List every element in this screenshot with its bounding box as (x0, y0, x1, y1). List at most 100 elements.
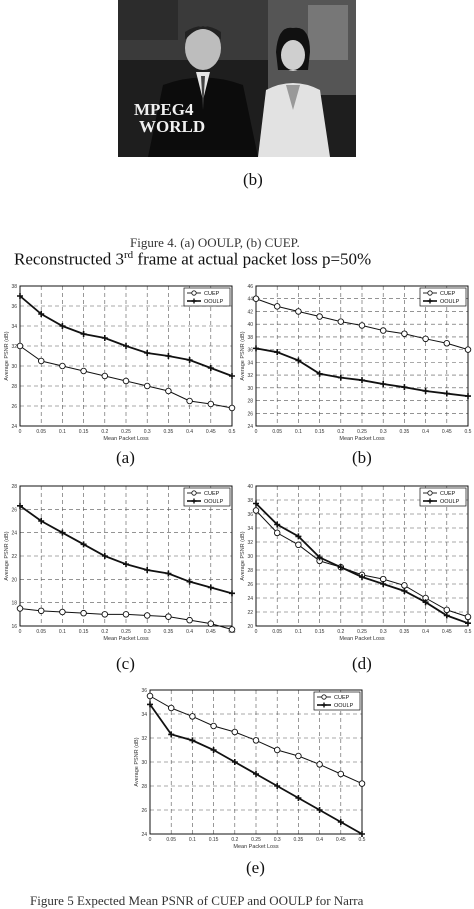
x-tick-label: 0.35 (294, 837, 304, 843)
chart-c-sublabel: (c) (116, 654, 135, 673)
heading-sup: rd (124, 249, 134, 261)
data-point-ooulp (38, 311, 45, 317)
legend-label: OOULP (440, 299, 460, 305)
x-tick-label: 0.3 (274, 837, 281, 843)
data-point-cuep (16, 342, 24, 350)
data-point-ooulp (274, 783, 281, 789)
x-tick-label: 0.05 (166, 837, 176, 843)
x-tick-label: 0.2 (101, 429, 108, 435)
fig5-caption: Figure 5 Expected Mean PSNR of CUEP and … (30, 893, 364, 908)
data-point-cuep (422, 335, 429, 343)
x-tick-label: 0.5 (465, 429, 472, 435)
y-tick-label: 24 (141, 832, 147, 838)
x-axis-label: Mean Packet Loss (233, 844, 278, 850)
data-point-ooulp (295, 795, 302, 801)
x-tick-label: 0.45 (336, 837, 346, 843)
data-point-ooulp (465, 620, 471, 627)
data-point-ooulp (274, 521, 281, 528)
data-point-ooulp (168, 731, 175, 738)
y-tick-label: 24 (247, 424, 253, 430)
data-point-ooulp (231, 759, 238, 765)
data-point-cuep (80, 367, 87, 375)
y-tick-label: 32 (247, 373, 253, 379)
legend-marker-circle (191, 490, 197, 496)
y-axis-label: Average PSNR (dB) (4, 331, 10, 380)
y-tick-label: 26 (11, 507, 17, 513)
chart-b-sublabel: (b) (352, 448, 372, 467)
y-tick-label: 36 (141, 688, 147, 694)
data-point-cuep (443, 340, 451, 347)
y-tick-label: 34 (247, 360, 253, 366)
data-point-ooulp (123, 561, 129, 568)
y-tick-label: 22 (11, 554, 17, 560)
y-tick-label: 44 (247, 297, 253, 303)
x-tick-label: 0.3 (380, 429, 387, 435)
data-point-ooulp (316, 554, 323, 561)
legend-marker-circle (427, 490, 433, 496)
y-axis-label: Average PSNR (dB) (240, 331, 246, 380)
data-point-ooulp (337, 564, 344, 571)
data-point-ooulp (147, 701, 153, 708)
data-point-ooulp (443, 390, 450, 397)
data-point-ooulp (207, 365, 214, 371)
legend-marker-circle (191, 290, 197, 296)
x-tick-label: 0.2 (101, 629, 108, 635)
x-tick-label: 0.25 (121, 429, 131, 435)
data-point-cuep (464, 613, 472, 621)
x-tick-label: 0.45 (442, 429, 452, 435)
x-tick-label: 0.05 (272, 429, 282, 435)
data-point-ooulp (295, 357, 302, 364)
y-tick-label: 38 (247, 335, 253, 341)
x-tick-label: 0.2 (337, 629, 344, 635)
x-tick-label: 0.1 (189, 837, 196, 843)
data-point-cuep (273, 303, 281, 310)
y-tick-label: 40 (247, 322, 253, 328)
chart-b: 24 26 28 30 32 34 36 38 40 42 44 46 0 0.05 0.1 0.15 0.2 0… (236, 280, 474, 445)
data-point-ooulp (337, 819, 344, 825)
data-point-cuep (316, 313, 323, 320)
y-tick-label: 34 (141, 712, 147, 718)
x-tick-label: 0 (149, 837, 152, 843)
y-tick-label: 28 (11, 484, 17, 490)
data-point-cuep (464, 346, 472, 353)
y-tick-label: 32 (11, 344, 17, 350)
data-point-cuep (186, 397, 193, 405)
y-tick-label: 16 (11, 624, 17, 630)
x-tick-label: 0 (19, 629, 22, 635)
chart-e: 24 26 28 30 32 34 36 0 0.05 0.1 0.15 0.2 0.25 0.3 0.35… (130, 686, 370, 858)
legend-marker-plus (321, 702, 327, 708)
fig4-caption: Figure 4. (a) OOULP, (b) CUEP. (130, 235, 300, 250)
y-tick-label: 28 (11, 384, 17, 390)
data-point-ooulp (401, 588, 408, 594)
data-point-ooulp (253, 345, 259, 352)
heading-post: frame at actual packet loss p=50% (133, 249, 372, 269)
overlay-world: WORLD (139, 117, 206, 136)
data-point-ooulp (380, 581, 387, 587)
data-point-ooulp (274, 349, 281, 356)
x-tick-label: 0.4 (422, 629, 429, 635)
data-point-cuep (401, 330, 408, 337)
legend-label: CUEP (440, 491, 456, 497)
x-tick-label: 0.4 (186, 429, 193, 435)
data-point-cuep (143, 382, 151, 390)
data-point-ooulp (359, 831, 365, 837)
y-tick-label: 42 (247, 309, 253, 315)
y-tick-label: 24 (11, 531, 17, 537)
y-tick-label: 36 (247, 512, 253, 518)
chart-b-svg: 24 26 28 30 32 34 36 38 40 42 44 46 0 0.05 0.1 0.15 0.2 0… (240, 284, 472, 442)
data-point-cuep (210, 722, 217, 730)
data-point-ooulp (80, 541, 87, 548)
data-point-ooulp (165, 353, 172, 359)
data-point-cuep (16, 605, 24, 612)
data-point-ooulp (316, 370, 323, 377)
data-point-cuep (443, 606, 451, 614)
y-axis-label: Average PSNR (dB) (240, 531, 246, 580)
y-axis-label: Average PSNR (dB) (134, 737, 140, 786)
y-tick-label: 30 (247, 554, 253, 560)
chart-d-sublabel: (d) (352, 654, 372, 673)
x-axis-label: Mean Packet Loss (339, 436, 384, 442)
x-tick-label: 0.2 (337, 429, 344, 435)
y-tick-label: 30 (247, 386, 253, 392)
data-point-ooulp (380, 381, 387, 387)
data-point-ooulp (401, 384, 408, 391)
